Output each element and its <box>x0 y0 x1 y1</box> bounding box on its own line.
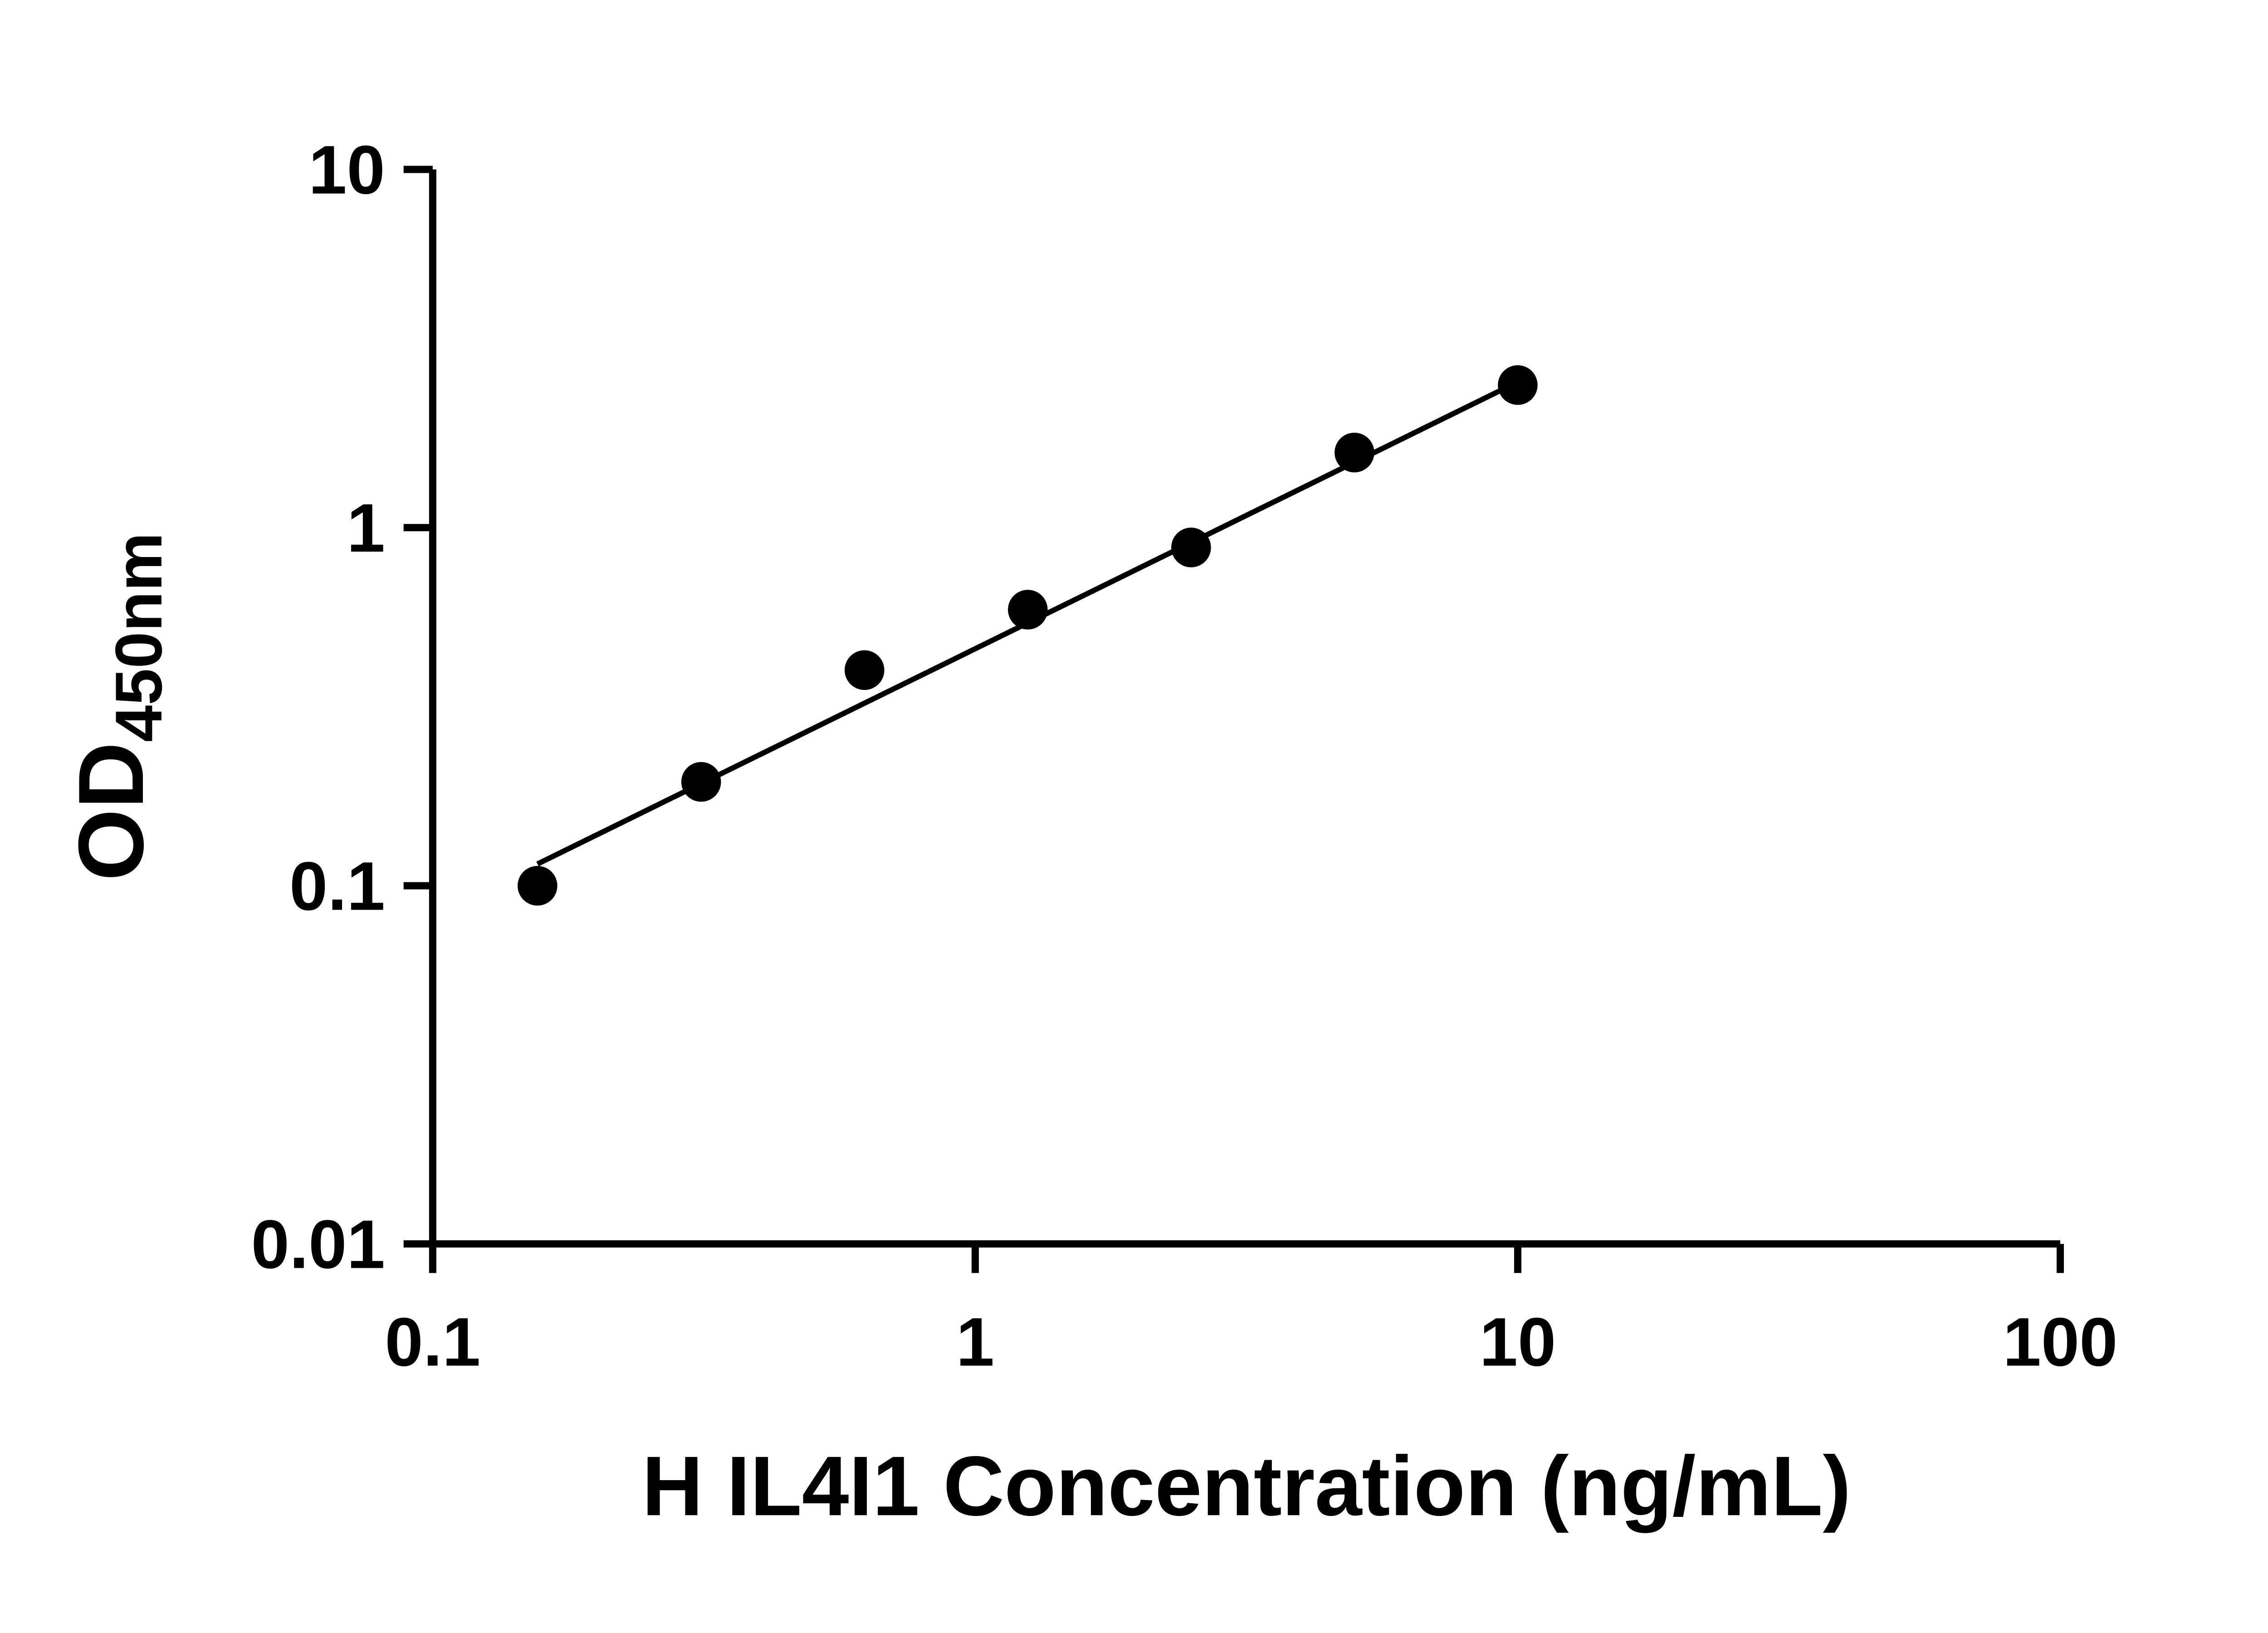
y-axis-tick-label: 0.01 <box>251 1206 385 1283</box>
data-point <box>1498 365 1538 405</box>
y-axis-tick-label: 0.1 <box>289 848 385 925</box>
x-axis-tick-label: 0.1 <box>385 1304 480 1381</box>
data-point <box>518 865 557 906</box>
data-point <box>681 762 721 802</box>
data-point <box>845 650 885 690</box>
y-axis-title-main: OD <box>59 742 163 881</box>
y-axis-title-subscript: 450nm <box>102 533 176 742</box>
data-point <box>1334 432 1374 473</box>
y-axis-tick-label: 10 <box>308 132 385 209</box>
x-axis-title: H IL4I1 Concentration (ng/mL) <box>642 1438 1851 1533</box>
data-point <box>1171 528 1211 567</box>
data-point <box>1008 590 1048 630</box>
axis-lines <box>429 169 2061 1248</box>
x-axis-tick-label: 1 <box>956 1304 994 1381</box>
y-axis-tick-label: 1 <box>347 490 385 567</box>
x-axis-tick-label: 10 <box>1480 1304 1556 1381</box>
y-axis-title: OD450nm <box>59 533 176 881</box>
x-axis-tick-label: 100 <box>2003 1304 2117 1381</box>
